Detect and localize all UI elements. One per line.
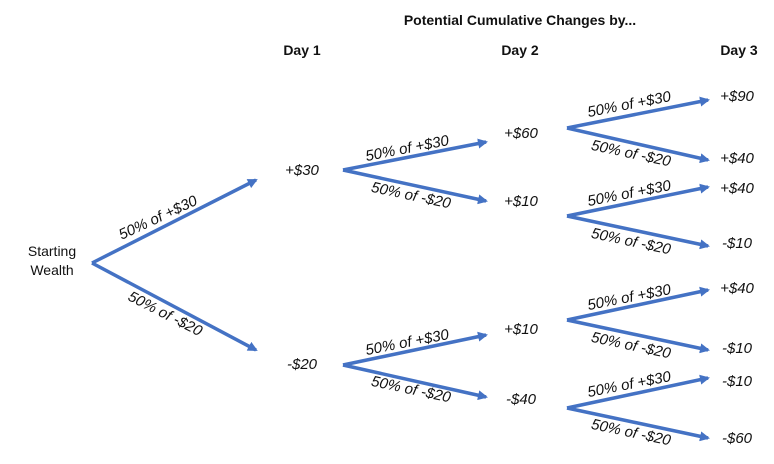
arrow-d1b-down xyxy=(342,363,488,401)
diagram-title: Potential Cumulative Changes by... xyxy=(404,12,636,28)
node-day3-6: -$10 xyxy=(722,340,753,357)
day-2-header: Day 2 xyxy=(501,42,539,58)
edge-label-d2c-up: 50% of +$30 xyxy=(586,281,673,314)
node-day3-4: -$10 xyxy=(722,235,753,252)
day-3-header: Day 3 xyxy=(720,42,758,58)
node-day3-2: +$40 xyxy=(720,150,754,167)
arrow-d1b-up xyxy=(342,331,488,367)
arrow-d2d-down xyxy=(566,406,710,442)
arrow-start-up xyxy=(91,178,258,265)
edge-label-d1b-down: 50% of -$20 xyxy=(370,373,453,407)
arrow-d2a-down xyxy=(566,126,710,164)
arrow-d2c-down xyxy=(566,318,710,354)
node-day3-8: -$60 xyxy=(722,430,753,447)
arrow-d2d-up xyxy=(566,374,710,410)
node-day2-2: +$10 xyxy=(504,193,538,210)
arrows xyxy=(91,96,710,442)
node-day2-4: -$40 xyxy=(506,391,537,408)
arrow-start-down xyxy=(91,261,258,352)
node-day3-5: +$40 xyxy=(720,280,754,297)
start-label-line1: Starting xyxy=(28,243,76,259)
arrow-d2a-up xyxy=(566,96,710,130)
arrow-d2c-up xyxy=(566,286,710,322)
edge-label-d2b-up: 50% of +$30 xyxy=(586,177,673,210)
start-label-line2: Wealth xyxy=(30,262,73,278)
node-day3-1: +$90 xyxy=(720,88,754,105)
node-day2-1: +$60 xyxy=(504,125,538,142)
arrow-d1a-up xyxy=(342,138,488,172)
day-1-header: Day 1 xyxy=(283,42,321,58)
edge-label-start-up: 50% of +$30 xyxy=(116,192,201,243)
edge-label-start-down: 50% of -$20 xyxy=(125,288,205,340)
arrow-d2b-up xyxy=(566,183,710,218)
node-day3-7: -$10 xyxy=(722,373,753,390)
node-day1-down: -$20 xyxy=(287,356,318,373)
arrow-d2b-down xyxy=(566,214,710,250)
node-day1-up: +$30 xyxy=(285,162,319,179)
edge-label-d1a-up: 50% of +$30 xyxy=(364,132,451,165)
edge-label-d1b-up: 50% of +$30 xyxy=(364,326,451,359)
node-day3-3: +$40 xyxy=(720,180,754,197)
node-day2-3: +$10 xyxy=(504,321,538,338)
arrow-d1a-down xyxy=(342,168,488,205)
